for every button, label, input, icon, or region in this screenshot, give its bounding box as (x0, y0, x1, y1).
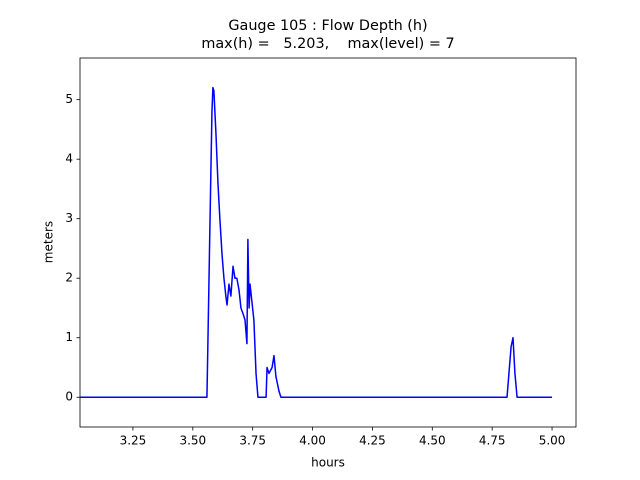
x-tick-label: 4.25 (359, 434, 386, 448)
y-tick-label: 5 (65, 92, 73, 106)
x-tick-label: 3.50 (179, 434, 206, 448)
chart-subtitle: max(h) = 5.203, max(level) = 7 (201, 36, 454, 52)
x-tick-label: 4.00 (299, 434, 326, 448)
y-tick-label: 4 (65, 152, 73, 166)
x-tick-label: 4.50 (419, 434, 446, 448)
y-tick-label: 1 (65, 330, 73, 344)
y-tick-label: 0 (65, 390, 73, 404)
y-tick-label: 2 (65, 271, 73, 285)
y-axis-label: meters (42, 221, 56, 263)
y-tick-label: 3 (65, 211, 73, 225)
data-line (80, 86, 553, 398)
x-tick-label: 5.00 (539, 434, 566, 448)
axes-frame (79, 57, 577, 428)
x-tick-label: 3.25 (120, 434, 147, 448)
x-tick-label: 4.75 (479, 434, 506, 448)
x-axis-label: hours (311, 456, 345, 470)
chart-title: Gauge 105 : Flow Depth (h) (228, 18, 427, 34)
x-tick-label: 3.75 (239, 434, 266, 448)
